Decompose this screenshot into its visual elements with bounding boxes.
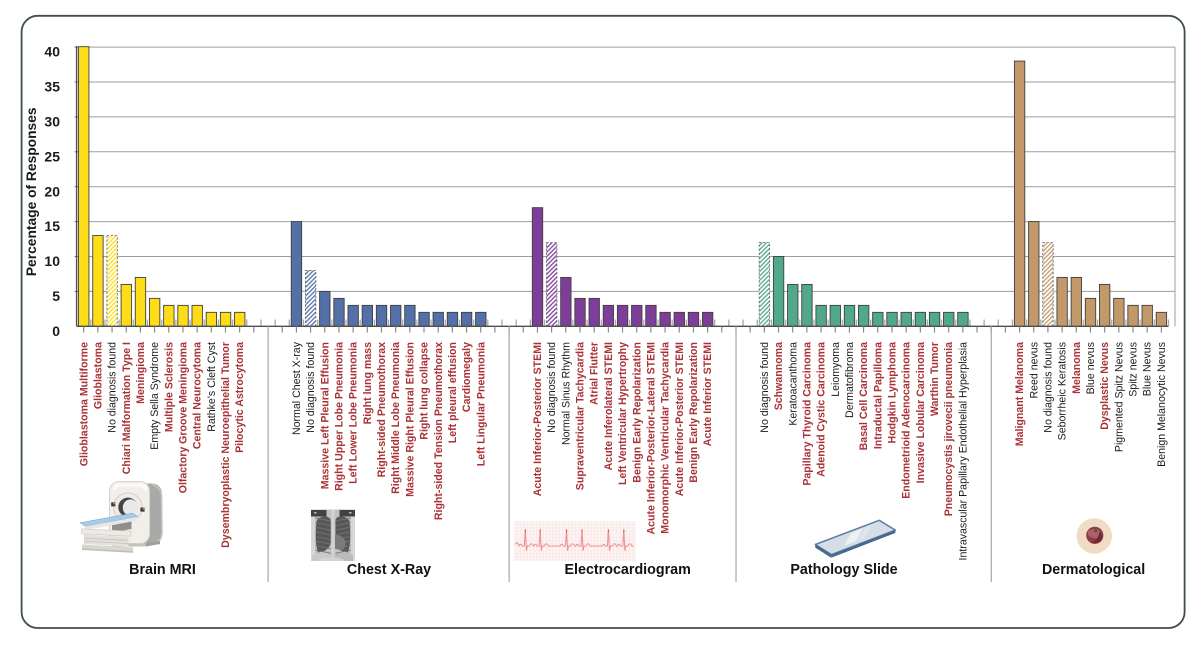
svg-text:Left pleural effusion: Left pleural effusion <box>447 342 459 443</box>
svg-text:Multiple Sclerosis: Multiple Sclerosis <box>163 342 175 432</box>
svg-text:Invasive Lobular Carcinoma: Invasive Lobular Carcinoma <box>915 342 927 483</box>
svg-text:10: 10 <box>44 253 60 269</box>
svg-text:Dysplastic Nevus: Dysplastic Nevus <box>1099 342 1111 430</box>
svg-text:Schwannoma: Schwannoma <box>773 342 785 410</box>
svg-text:Keratoacanthoma: Keratoacanthoma <box>787 342 799 426</box>
svg-text:No diagnosis found: No diagnosis found <box>759 342 771 433</box>
svg-text:Leiomyoma: Leiomyoma <box>830 342 842 397</box>
svg-text:No diagnosis found: No diagnosis found <box>546 342 558 433</box>
svg-text:Acute Inferior-Posterior-Later: Acute Inferior-Posterior-Lateral STEMI <box>645 342 657 535</box>
svg-text:Meningioma: Meningioma <box>135 342 147 404</box>
svg-text:No diagnosis found: No diagnosis found <box>1042 342 1054 433</box>
svg-text:Left Ventricular Hypertrophy: Left Ventricular Hypertrophy <box>617 342 629 485</box>
svg-text:5: 5 <box>52 288 60 304</box>
svg-text:Hodgkin Lymphoma: Hodgkin Lymphoma <box>887 342 899 444</box>
svg-text:No diagnosis found: No diagnosis found <box>107 342 119 433</box>
svg-text:Dermatofibroma: Dermatofibroma <box>844 342 856 418</box>
svg-text:Acute Inferior-Posterior STEMI: Acute Inferior-Posterior STEMI <box>674 342 686 496</box>
svg-text:Massive Right Pleural Effusion: Massive Right Pleural Effusion <box>404 342 416 497</box>
svg-text:Central Neurocytoma: Central Neurocytoma <box>192 342 204 449</box>
svg-text:Pigmented Spitz Nevus: Pigmented Spitz Nevus <box>1113 342 1125 452</box>
svg-text:Right lung collapse: Right lung collapse <box>419 342 431 440</box>
svg-text:Normal Chest X-ray: Normal Chest X-ray <box>291 341 303 435</box>
svg-text:Pilocytic Astrocytoma: Pilocytic Astrocytoma <box>234 342 246 453</box>
svg-text:Reed nevus: Reed nevus <box>1028 342 1040 399</box>
svg-text:Dysembryoplastic Neuroepitheli: Dysembryoplastic Neuroepithelial Tumor <box>220 342 232 548</box>
svg-text:Supraventricular Tachycardia: Supraventricular Tachycardia <box>575 342 587 490</box>
svg-text:Cardiomegaly: Cardiomegaly <box>461 342 473 412</box>
svg-text:Papillary Thyroid Carcinoma: Papillary Thyroid Carcinoma <box>801 342 813 486</box>
svg-text:Right-sided Pneumothorax: Right-sided Pneumothorax <box>376 342 388 477</box>
svg-text:Chiari Malformation Type I: Chiari Malformation Type I <box>121 342 133 474</box>
svg-text:Intraductal Papilloma: Intraductal Papilloma <box>872 342 884 449</box>
svg-text:Chest X-Ray: Chest X-Ray <box>347 562 431 578</box>
svg-text:Massive Left Pleural Effusion: Massive Left Pleural Effusion <box>319 342 331 489</box>
svg-text:Benign Early Repolarization: Benign Early Repolarization <box>631 342 643 483</box>
svg-text:Percentage of Responses: Percentage of Responses <box>24 107 39 276</box>
svg-text:Monomorphic Ventricular Tachyc: Monomorphic Ventricular Tachycardia <box>660 342 672 534</box>
svg-text:40: 40 <box>44 44 60 60</box>
svg-text:Pneumocystis jirovecii pneumon: Pneumocystis jirovecii pneumonia <box>943 342 955 516</box>
svg-text:Basal Cell Carcinoma: Basal Cell Carcinoma <box>858 342 870 450</box>
svg-text:15: 15 <box>44 218 60 234</box>
svg-text:Pathology Slide: Pathology Slide <box>790 562 897 578</box>
svg-text:Seborrheic Keratosis: Seborrheic Keratosis <box>1057 342 1069 440</box>
svg-text:Normal Sinus Rhythm: Normal Sinus Rhythm <box>560 342 572 445</box>
svg-text:Atrial Flutter: Atrial Flutter <box>589 342 601 405</box>
svg-text:Electrocardiogram: Electrocardiogram <box>565 562 691 578</box>
svg-text:Left Lower Lobe Pneumonia: Left Lower Lobe Pneumonia <box>348 342 360 484</box>
svg-text:Intravascular Papillary Endoth: Intravascular Papillary Endothelial Hype… <box>957 342 969 561</box>
svg-text:Right-sided Tension Pneumothor: Right-sided Tension Pneumothorax <box>433 342 445 520</box>
svg-text:Adenoid Cystic Carcinoma: Adenoid Cystic Carcinoma <box>816 342 828 477</box>
svg-text:Dermatological: Dermatological <box>1042 562 1145 578</box>
svg-text:Endometrioid Adenocarcinoma: Endometrioid Adenocarcinoma <box>901 342 913 499</box>
svg-text:Glioblastoma: Glioblastoma <box>92 342 104 409</box>
svg-text:Blue nevus: Blue nevus <box>1085 342 1097 394</box>
svg-text:Blue Nevus: Blue Nevus <box>1142 342 1154 396</box>
svg-text:Acute Inferior STEMI: Acute Inferior STEMI <box>702 342 714 446</box>
svg-text:0: 0 <box>52 323 60 339</box>
svg-text:Spitz nevus: Spitz nevus <box>1128 342 1140 397</box>
svg-text:Benign Early Repolarization: Benign Early Repolarization <box>688 342 700 483</box>
svg-text:20: 20 <box>44 183 60 199</box>
svg-text:Right Middle Lobe Pneumonia: Right Middle Lobe Pneumonia <box>390 342 402 494</box>
svg-text:Right lung mass: Right lung mass <box>362 342 374 425</box>
svg-text:Benign Melanocytic Nevus: Benign Melanocytic Nevus <box>1156 342 1168 467</box>
svg-text:Warthin Tumor: Warthin Tumor <box>929 342 941 416</box>
svg-text:35: 35 <box>44 79 60 95</box>
svg-text:Brain MRI: Brain MRI <box>129 562 196 578</box>
svg-text:Melanoma: Melanoma <box>1071 342 1083 394</box>
svg-text:Glioblastoma Multiforme: Glioblastoma Multiforme <box>78 342 90 466</box>
svg-text:Left Lingular Pneumonia: Left Lingular Pneumonia <box>475 342 487 466</box>
svg-text:No diagnosis found: No diagnosis found <box>305 342 317 433</box>
svg-text:Acute Inferolateral STEMI: Acute Inferolateral STEMI <box>603 342 615 470</box>
svg-text:30: 30 <box>44 114 60 130</box>
svg-text:Empty Sella Syndrome: Empty Sella Syndrome <box>149 342 161 450</box>
svg-text:Malignant Melanoma: Malignant Melanoma <box>1014 342 1026 446</box>
svg-text:Right Upper Lobe Pneumonia: Right Upper Lobe Pneumonia <box>333 342 345 491</box>
svg-text:25: 25 <box>44 148 60 164</box>
svg-text:Olfactory Groove Meningioma: Olfactory Groove Meningioma <box>178 342 190 493</box>
svg-text:Acute Inferior-Posterior STEMI: Acute Inferior-Posterior STEMI <box>532 342 544 496</box>
svg-text:Rathke's Cleft Cyst: Rathke's Cleft Cyst <box>206 342 218 432</box>
